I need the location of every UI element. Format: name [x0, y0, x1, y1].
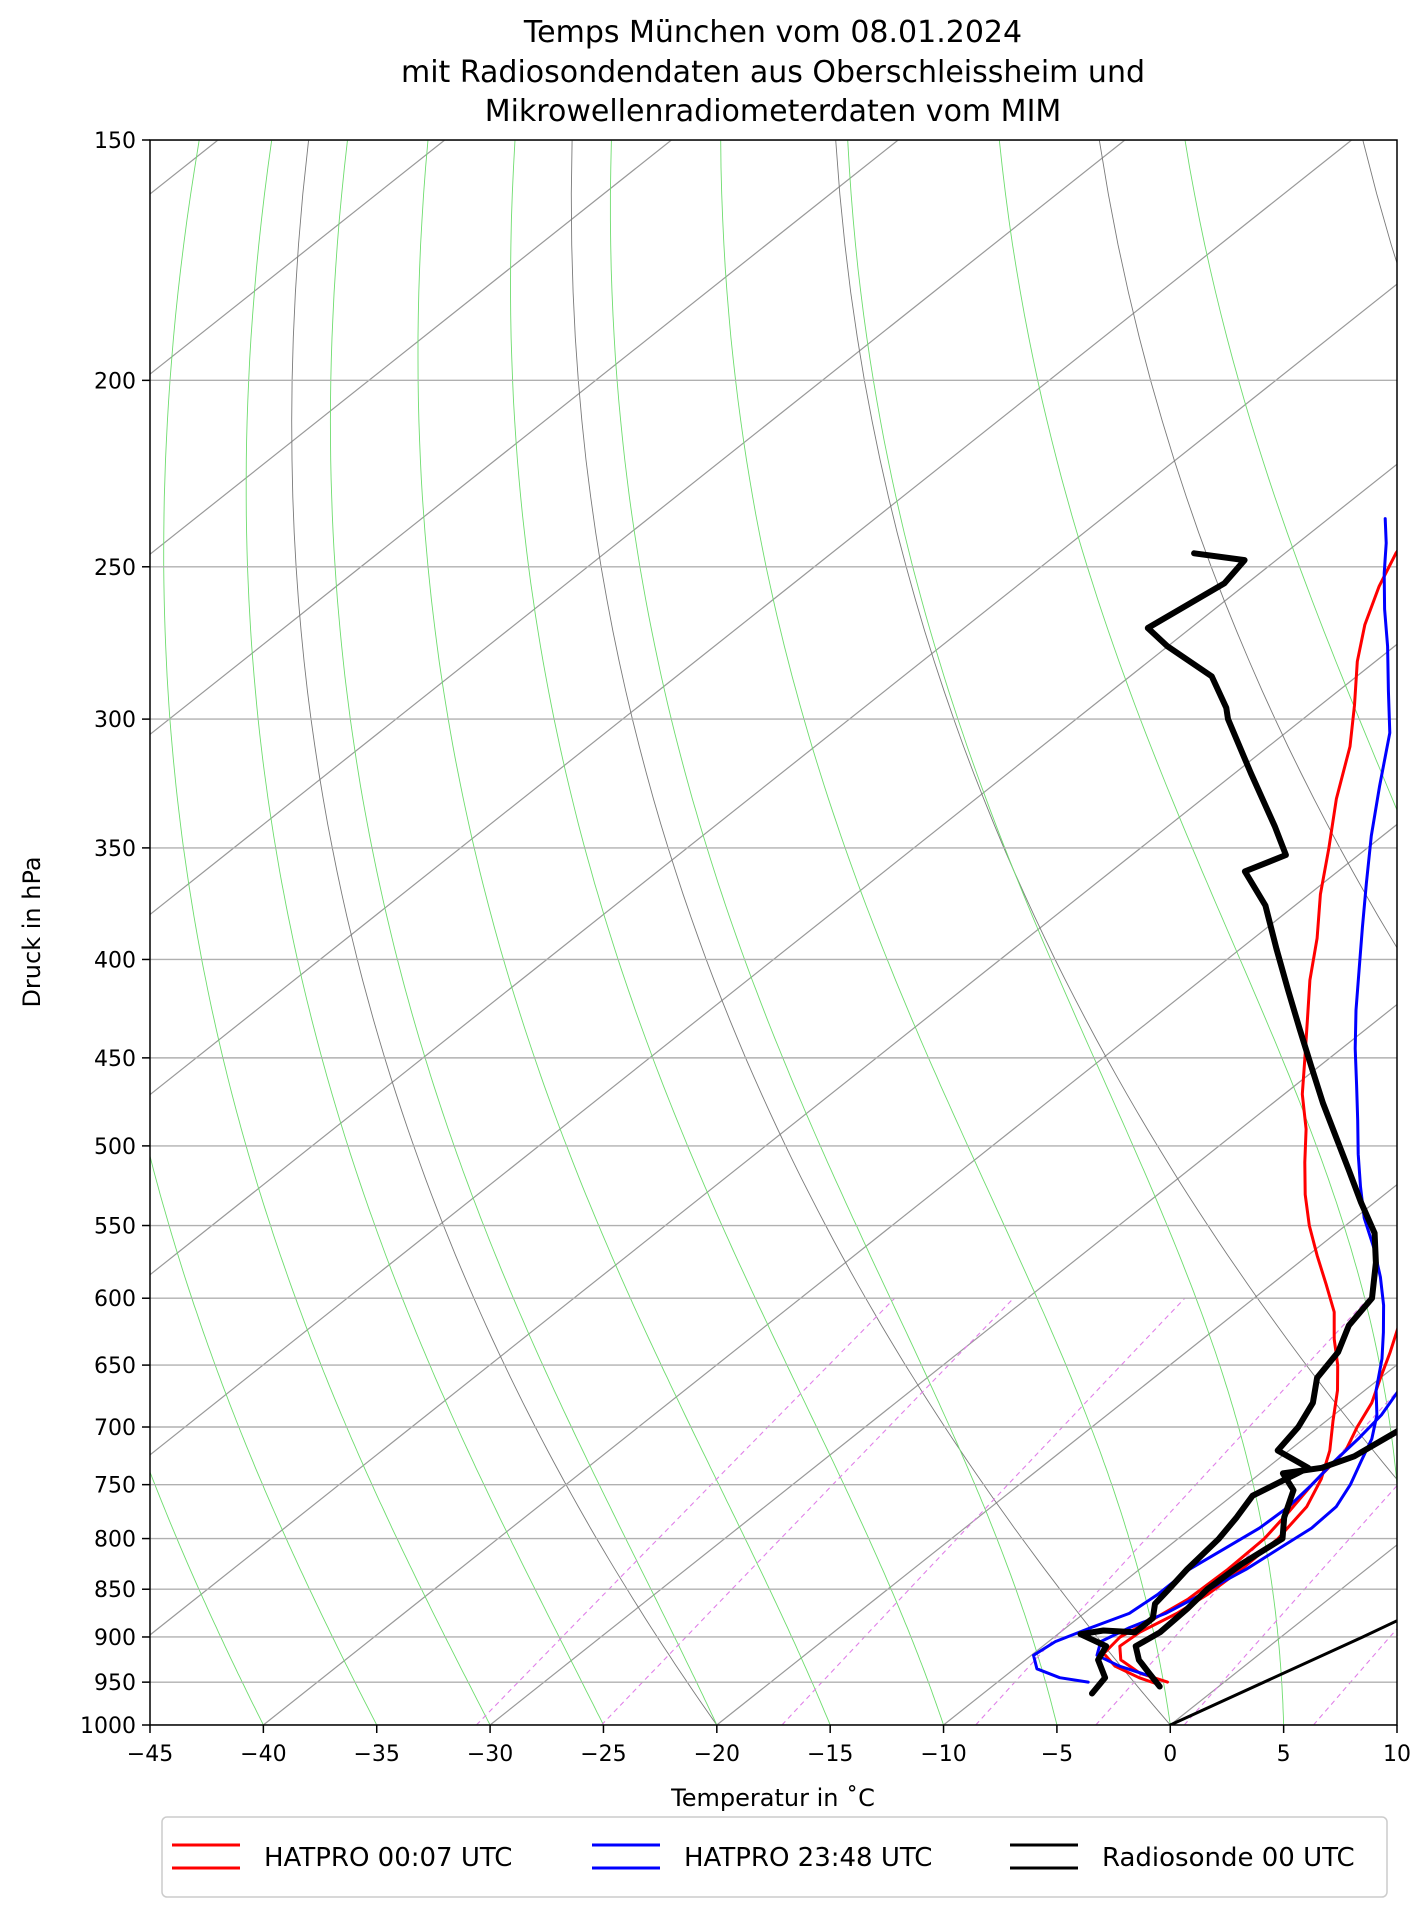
moist-adiabat-line	[150, 1470, 264, 1725]
legend-label-radiosonde: Radiosonde 00 UTC	[1102, 1843, 1355, 1873]
dry-adiabat-line	[291, 140, 718, 1725]
moist-adiabat-line	[245, 140, 604, 1725]
legend-box	[161, 1816, 1388, 1898]
isotherm-line	[150, 463, 1397, 1456]
series-line-4	[1132, 1428, 1397, 1690]
isotherm-line	[150, 643, 1397, 1636]
chart-title: Temps München vom 08.01.2024 mit Radioso…	[401, 15, 1145, 129]
y-tick-label: 150	[94, 129, 136, 154]
pressure-gridlines	[150, 140, 1397, 1725]
mixing-ratio-line	[1183, 1484, 1397, 1725]
isotherm-line	[150, 140, 672, 556]
x-tick-label: 10	[1383, 1742, 1411, 1767]
y-tick-label: 400	[94, 948, 136, 973]
isotherm-line	[262, 823, 1397, 1725]
moist-adiabat-line	[609, 140, 1058, 1725]
x-tick-label: −15	[807, 1742, 853, 1767]
x-tick-label: −45	[127, 1742, 173, 1767]
y-axis-ticks: 150 200 250 300 350 400 450 500 550 600 650 700 750 8…	[80, 129, 150, 1739]
plot-frame	[149, 139, 1398, 1726]
y-tick-label: 300	[94, 708, 136, 733]
y-tick-label: 750	[94, 1474, 136, 1499]
chart-title-line-3: Mikrowellenradiometerdaten vom MIM	[485, 94, 1062, 129]
x-tick-label: −10	[920, 1742, 966, 1767]
y-tick-label: 600	[94, 1287, 136, 1312]
y-tick-label: 250	[94, 556, 136, 581]
moist-adiabat-line	[329, 140, 718, 1725]
y-tick-label: 700	[94, 1416, 136, 1441]
dry-adiabat-line	[835, 140, 1397, 1481]
y-tick-label: 950	[94, 1671, 136, 1696]
dry-adiabat-line	[570, 140, 1171, 1725]
x-tick-label: 0	[1163, 1742, 1177, 1767]
isotherm-line	[716, 1183, 1397, 1725]
moist-adiabat-line	[720, 140, 1171, 1725]
y-tick-label: 800	[94, 1528, 136, 1553]
series-line-1	[1102, 1325, 1397, 1687]
y-tick-label: 1000	[80, 1714, 136, 1739]
isotherm-line	[150, 140, 1126, 916]
moist-adiabat-line	[1418, 140, 1427, 1725]
y-tick-label: 900	[94, 1626, 136, 1651]
mixing-ratio-line	[1409, 1298, 1427, 1725]
chart-title-line-1: Temps München vom 08.01.2024	[523, 15, 1022, 50]
plot-area	[150, 140, 1397, 1725]
isotherm-line	[1396, 1724, 1397, 1725]
moist-adiabat-line	[150, 1154, 378, 1725]
moist-adiabat-line	[510, 140, 944, 1725]
background-lines	[150, 140, 1427, 1725]
x-tick-label: 5	[1277, 1742, 1291, 1767]
x-tick-label: −5	[1041, 1742, 1073, 1767]
y-tick-label: 350	[94, 837, 136, 862]
isotherm-line	[150, 140, 1353, 1096]
y-tick-label: 550	[94, 1215, 136, 1240]
y-tick-label: 200	[94, 369, 136, 394]
legend: HATPRO 00:07 UTC HATPRO 23:48 UTC Radios…	[161, 1816, 1388, 1898]
moist-adiabat-line	[163, 140, 491, 1725]
isotherm-line	[489, 1003, 1397, 1725]
y-tick-label: 500	[94, 1135, 136, 1160]
x-tick-label: −30	[467, 1742, 513, 1767]
moist-adiabat-line	[1184, 140, 1397, 812]
moist-adiabat-line	[417, 140, 831, 1725]
legend-label-hatpro-2348: HATPRO 23:48 UTC	[684, 1843, 932, 1873]
x-tick-label: −25	[580, 1742, 626, 1767]
series-line-3	[1032, 1390, 1397, 1684]
isotherm-line	[150, 140, 899, 736]
moist-adiabat-line	[998, 140, 1397, 1725]
x-tick-label: −35	[354, 1742, 400, 1767]
x-tick-label: −40	[240, 1742, 286, 1767]
series-line-6	[1168, 1619, 1397, 1725]
legend-label-hatpro-0007: HATPRO 00:07 UTC	[264, 1843, 512, 1873]
mixing-ratio-line	[1313, 1627, 1397, 1725]
mixing-ratio-line	[601, 1297, 1014, 1725]
series-line-0	[1118, 549, 1397, 1684]
series-line-5	[1077, 550, 1379, 1697]
dry-adiabat-line	[1098, 140, 1397, 949]
y-axis-label: Druck in hPa	[18, 856, 46, 1007]
isotherm-line	[943, 1364, 1397, 1725]
x-tick-label: −20	[694, 1742, 740, 1767]
y-tick-label: 650	[94, 1354, 136, 1379]
x-axis-label: Temperatur in ˚C	[670, 1784, 875, 1812]
y-tick-label: 850	[94, 1578, 136, 1603]
moist-adiabat-line	[847, 140, 1285, 1725]
x-axis-ticks: −45 −40 −35 −30 −25 −20 −15 −10 −5 0 5 10	[127, 1725, 1411, 1767]
data-series	[1032, 517, 1397, 1725]
chart-title-line-2: mit Radiosondendaten aus Oberschleisshei…	[401, 55, 1145, 90]
y-tick-label: 450	[94, 1047, 136, 1072]
